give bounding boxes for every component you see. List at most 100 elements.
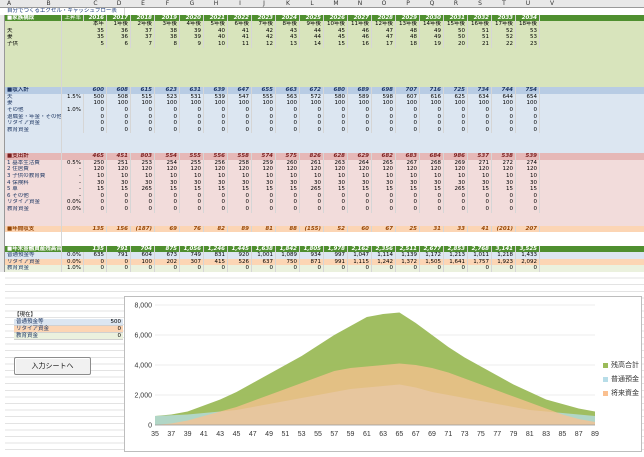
column-header-f[interactable]: F (165, 0, 170, 7)
row-label (5, 133, 62, 140)
row-header[interactable] (0, 206, 5, 213)
row-header[interactable] (0, 232, 5, 239)
row-header[interactable] (0, 21, 5, 28)
row-value: 0 (107, 192, 131, 200)
row-header[interactable] (0, 60, 5, 68)
row-header[interactable] (0, 67, 5, 74)
row-value: 0 (516, 206, 540, 213)
row-header[interactable] (0, 159, 5, 167)
row-header[interactable] (0, 47, 5, 55)
row-value: 0 (155, 192, 180, 200)
column-header-c[interactable]: C (93, 0, 98, 7)
row-value: 0 (276, 265, 300, 272)
row-header[interactable] (0, 27, 5, 35)
x-tick-label: 35 (151, 431, 159, 438)
row-header[interactable] (0, 133, 5, 140)
row-value: 3年後 (155, 21, 180, 28)
row-header[interactable] (0, 14, 5, 22)
column-header-n[interactable]: N (357, 0, 363, 7)
row-value: 0 (180, 206, 204, 213)
row-value: 672 (300, 87, 324, 94)
row-header[interactable] (0, 146, 5, 154)
row-header[interactable] (0, 126, 5, 134)
current-value[interactable]: 0 (117, 326, 122, 332)
row-header[interactable] (0, 199, 5, 206)
column-header-v[interactable]: V (549, 0, 555, 7)
column-header-e[interactable]: E (141, 0, 145, 7)
row-header[interactable] (0, 258, 5, 266)
row-value: 0 (84, 113, 107, 121)
row-header[interactable] (0, 120, 5, 127)
column-header-d[interactable]: D (116, 0, 122, 7)
row-value: 0 (276, 120, 300, 127)
assets-row: 普通預金等 0.0% 635 791 604 673 749 831 920 1,001 1,089… (0, 252, 644, 259)
column-header-b[interactable]: B (46, 0, 51, 7)
row-header[interactable] (0, 212, 5, 220)
row-value: 0 (155, 206, 180, 213)
x-tick-label: 81 (526, 431, 534, 438)
row-value: 1,757 (468, 258, 492, 266)
row-header[interactable] (0, 239, 5, 246)
row-value: 716 (420, 87, 444, 94)
column-header-s[interactable]: S (478, 0, 482, 7)
column-header-a[interactable]: A (6, 0, 12, 7)
row-value: 0 (84, 199, 107, 206)
row-value: 30 (228, 179, 252, 187)
row-value: 10 (252, 173, 276, 180)
column-header-h[interactable]: H (213, 0, 219, 7)
current-value[interactable]: 500 (110, 319, 122, 325)
row-rate (62, 100, 84, 107)
blank-row (0, 67, 644, 74)
row-header[interactable] (0, 113, 5, 121)
row-header[interactable] (0, 74, 5, 81)
column-header-m[interactable]: M (333, 0, 339, 7)
row-value: 589 (348, 93, 372, 101)
column-header-o[interactable]: O (381, 0, 387, 7)
row-value: 654 (516, 93, 540, 101)
row-header[interactable] (0, 179, 5, 187)
row-value: 0 (180, 199, 204, 206)
row-header[interactable] (0, 173, 5, 180)
column-header-p[interactable]: P (406, 0, 410, 7)
row-value: 50 (444, 34, 468, 41)
row-header[interactable] (0, 100, 5, 107)
row-rate: 1.5% (62, 93, 84, 101)
row-header[interactable] (0, 93, 5, 101)
row-value: 682 (372, 153, 396, 160)
column-header-i[interactable]: I (239, 0, 241, 7)
column-header-t[interactable]: T (502, 0, 506, 7)
row-value: 0 (131, 265, 155, 272)
column-header-l[interactable]: L (310, 0, 314, 7)
column-header-j[interactable]: J (263, 0, 265, 7)
row-value: 120 (276, 166, 300, 173)
row-value: 100 (468, 100, 492, 107)
row-value: 12年後 (372, 21, 396, 28)
row-header[interactable] (0, 107, 5, 114)
legend-label: 残高合計 (611, 360, 639, 369)
row-header[interactable] (0, 186, 5, 193)
row-header[interactable] (0, 166, 5, 173)
row-rate: - (62, 173, 84, 180)
column-header-k[interactable]: K (286, 0, 290, 7)
row-header[interactable] (0, 87, 5, 94)
row-header[interactable] (0, 41, 5, 48)
row-header[interactable] (0, 225, 5, 233)
row-header[interactable] (0, 80, 5, 88)
row-header[interactable] (0, 245, 5, 253)
row-value: 20 (444, 41, 468, 48)
row-header[interactable] (0, 192, 5, 200)
current-value[interactable]: 0 (117, 333, 122, 339)
row-value: 100 (155, 100, 180, 107)
row-header[interactable] (0, 153, 5, 160)
input-sheet-button[interactable]: 入力シートへ (14, 357, 91, 375)
row-header[interactable] (0, 34, 5, 41)
column-header-r[interactable]: R (453, 0, 459, 7)
row-header[interactable] (0, 265, 5, 272)
row-header[interactable] (0, 252, 5, 259)
column-header-g[interactable]: G (189, 0, 195, 7)
row-header[interactable] (0, 140, 5, 147)
column-header-q[interactable]: Q (429, 0, 435, 7)
row-header[interactable] (0, 54, 5, 61)
column-header-u[interactable]: U (525, 0, 531, 7)
row-header[interactable] (0, 219, 5, 226)
